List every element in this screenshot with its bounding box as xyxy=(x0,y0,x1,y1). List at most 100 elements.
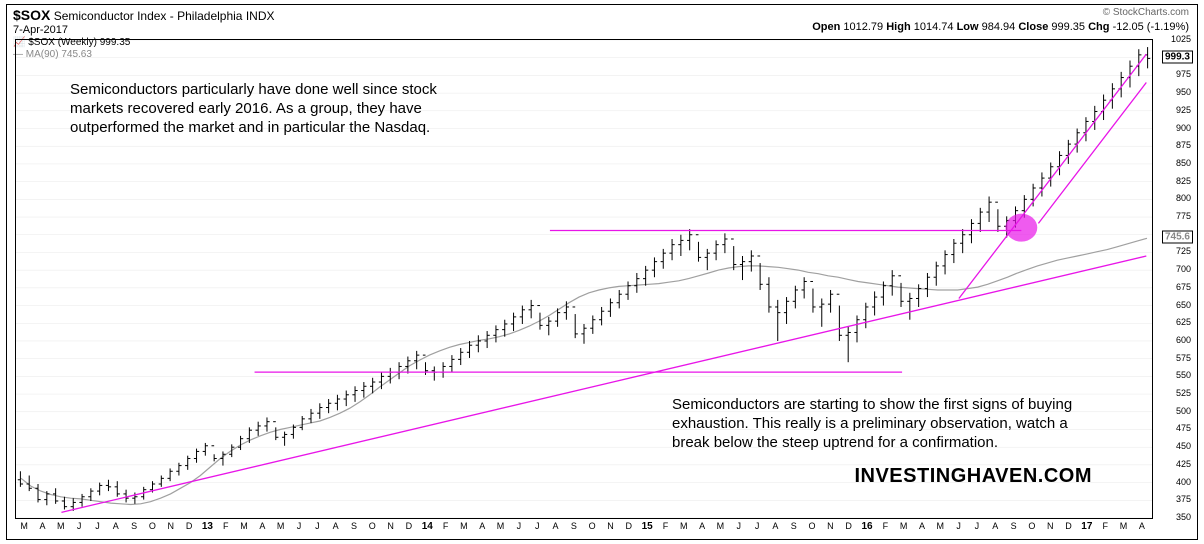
credit-text: © StockCharts.com xyxy=(1103,7,1189,18)
x-tick: M xyxy=(240,521,248,531)
x-tick: A xyxy=(333,521,339,531)
x-tick: F xyxy=(1102,521,1108,531)
x-tick: N xyxy=(167,521,174,531)
x-tick: N xyxy=(607,521,614,531)
x-axis: M A M J J A S O N D 13 F M A M J J A S O N D 14 F M A M J J A S O N D 15 F M… xyxy=(15,521,1153,535)
x-tick: J xyxy=(297,521,302,531)
x-tick: J xyxy=(975,521,980,531)
x-tick: S xyxy=(571,521,577,531)
plot-area: Semiconductors particularly have done we… xyxy=(15,39,1153,519)
y-axis: 3503754004254504755005255505756006256506… xyxy=(1155,39,1195,519)
chart-header: $SOX Semiconductor Index - Philadelphia … xyxy=(7,5,1197,35)
y-tick: 800 xyxy=(1176,193,1191,203)
annotation-top: Semiconductors particularly have done we… xyxy=(70,80,490,137)
x-tick: 14 xyxy=(422,521,433,532)
y-tick: 950 xyxy=(1176,87,1191,97)
x-tick: F xyxy=(883,521,889,531)
x-tick: F xyxy=(663,521,669,531)
x-tick: D xyxy=(186,521,193,531)
x-tick: 17 xyxy=(1081,521,1092,532)
x-tick: J xyxy=(956,521,961,531)
ticker-exchange: INDX xyxy=(246,9,275,23)
y-tick: 375 xyxy=(1176,494,1191,504)
x-tick: J xyxy=(755,521,760,531)
x-tick: J xyxy=(535,521,540,531)
x-tick: J xyxy=(736,521,741,531)
y-tick: 1025 xyxy=(1171,34,1191,44)
x-tick: M xyxy=(460,521,468,531)
y-tick: 775 xyxy=(1176,211,1191,221)
y-tick: 900 xyxy=(1176,123,1191,133)
x-tick: D xyxy=(626,521,633,531)
y-tick: 400 xyxy=(1176,477,1191,487)
x-tick: M xyxy=(277,521,285,531)
y-tick: 700 xyxy=(1176,264,1191,274)
y-tick: 825 xyxy=(1176,176,1191,186)
x-tick: M xyxy=(717,521,725,531)
x-tick: S xyxy=(131,521,137,531)
y-tick: 925 xyxy=(1176,105,1191,115)
ohlc-line: Open 1012.79 High 1014.74 Low 984.94 Clo… xyxy=(812,21,1189,33)
ticker-name: Semiconductor Index - Philadelphia xyxy=(54,9,243,23)
x-tick: A xyxy=(772,521,778,531)
y-tick: 550 xyxy=(1176,370,1191,380)
x-tick: N xyxy=(827,521,834,531)
x-tick: A xyxy=(1139,521,1145,531)
ohlc-chg: -12.05 (-1.19%) xyxy=(1113,21,1189,33)
x-tick: 13 xyxy=(202,521,213,532)
watermark: INVESTINGHAVEN.COM xyxy=(854,465,1092,488)
x-tick: A xyxy=(919,521,925,531)
x-tick: 15 xyxy=(642,521,653,532)
x-tick: O xyxy=(589,521,596,531)
x-tick: N xyxy=(1047,521,1054,531)
x-tick: S xyxy=(351,521,357,531)
x-tick: M xyxy=(900,521,908,531)
x-tick: A xyxy=(479,521,485,531)
chart-container: $SOX Semiconductor Index - Philadelphia … xyxy=(6,4,1198,540)
y-tick: 450 xyxy=(1176,441,1191,451)
x-tick: M xyxy=(497,521,505,531)
ticker-symbol: $SOX xyxy=(13,7,50,23)
axis-price-box: 745.6 xyxy=(1162,230,1193,243)
x-tick: D xyxy=(1065,521,1072,531)
x-tick: D xyxy=(845,521,852,531)
x-tick: D xyxy=(406,521,413,531)
x-tick: O xyxy=(149,521,156,531)
x-tick: A xyxy=(39,521,45,531)
x-tick: F xyxy=(443,521,449,531)
ohlc-high: 1014.74 xyxy=(914,21,954,33)
x-tick: A xyxy=(553,521,559,531)
x-tick: J xyxy=(517,521,522,531)
y-tick: 650 xyxy=(1176,300,1191,310)
ohlc-open: 1012.79 xyxy=(843,21,883,33)
y-tick: 850 xyxy=(1176,158,1191,168)
x-tick: J xyxy=(315,521,320,531)
y-tick: 600 xyxy=(1176,335,1191,345)
x-tick: M xyxy=(57,521,65,531)
x-tick: O xyxy=(1028,521,1035,531)
x-tick: J xyxy=(77,521,82,531)
axis-price-box: 999.3 xyxy=(1162,51,1193,64)
x-tick: N xyxy=(387,521,394,531)
x-tick: O xyxy=(809,521,816,531)
x-tick: A xyxy=(113,521,119,531)
x-tick: M xyxy=(20,521,28,531)
y-tick: 500 xyxy=(1176,406,1191,416)
x-tick: A xyxy=(259,521,265,531)
x-tick: S xyxy=(791,521,797,531)
x-tick: O xyxy=(369,521,376,531)
ohlc-close: 999.35 xyxy=(1051,21,1085,33)
y-tick: 525 xyxy=(1176,388,1191,398)
x-tick: 16 xyxy=(861,521,872,532)
y-tick: 725 xyxy=(1176,246,1191,256)
y-tick: 975 xyxy=(1176,69,1191,79)
x-tick: M xyxy=(937,521,945,531)
x-tick: S xyxy=(1011,521,1017,531)
x-tick: F xyxy=(223,521,229,531)
y-tick: 475 xyxy=(1176,423,1191,433)
x-tick: M xyxy=(680,521,688,531)
y-tick: 875 xyxy=(1176,140,1191,150)
x-tick: A xyxy=(992,521,998,531)
y-tick: 350 xyxy=(1176,512,1191,522)
x-tick: A xyxy=(699,521,705,531)
